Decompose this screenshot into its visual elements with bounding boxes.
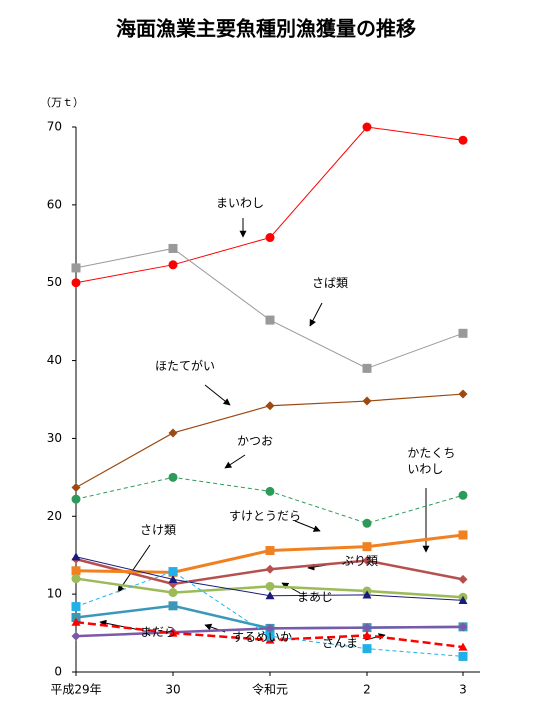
series (71, 243, 468, 373)
y-tick-label: 10 (47, 587, 62, 601)
y-tick-label: 60 (47, 197, 62, 211)
series-label: ぶり類 (341, 554, 379, 568)
point (71, 278, 81, 288)
point (168, 601, 178, 611)
point (168, 260, 178, 270)
point (168, 588, 178, 598)
point (362, 623, 372, 633)
point (362, 630, 372, 640)
point (168, 567, 178, 577)
y-tick-label: 70 (47, 120, 62, 134)
chart-title: 海面漁業主要魚種別漁獲量の推移 (116, 17, 416, 41)
series-label: まいわし (215, 196, 265, 210)
point (71, 494, 81, 504)
series (71, 552, 468, 604)
point (168, 574, 178, 583)
series-line (75, 126, 464, 284)
point (168, 628, 178, 637)
series-label: ほたてがい (154, 359, 216, 373)
point (265, 486, 275, 496)
point (458, 530, 468, 540)
y-tick-label: 40 (47, 353, 62, 367)
point (458, 490, 468, 500)
series-line (75, 247, 464, 369)
series-label: すけとうだら (228, 509, 302, 523)
point (362, 644, 372, 654)
series-label: さんま (321, 636, 359, 650)
series (71, 567, 468, 661)
y-axis-label: （万ｔ） (40, 96, 84, 109)
point (265, 581, 275, 591)
series-label: かたくちいわし (407, 446, 456, 476)
point (458, 622, 468, 632)
series-label: さば類 (311, 276, 349, 290)
point (362, 590, 372, 599)
point (458, 574, 468, 584)
point (458, 595, 468, 604)
point (362, 556, 372, 566)
point (265, 315, 275, 325)
x-tick-label: 令和元 (252, 682, 288, 697)
point (362, 518, 372, 528)
point (458, 389, 468, 399)
point (265, 591, 275, 600)
point (362, 122, 372, 132)
point (362, 542, 372, 552)
point (71, 631, 81, 641)
series-label: まだら (139, 625, 177, 639)
point (265, 631, 275, 641)
point (168, 243, 178, 253)
y-tick-label: 30 (47, 431, 62, 445)
series-label: するめいか (231, 630, 293, 644)
point (265, 401, 275, 411)
point (168, 472, 178, 482)
point (458, 328, 468, 338)
series-label: まあじ (296, 590, 334, 604)
x-tick-label: 平成29年 (50, 683, 101, 697)
point (265, 546, 275, 556)
series-label: かつお (236, 434, 274, 448)
point (265, 623, 275, 633)
point (362, 363, 372, 373)
point (71, 482, 81, 492)
point (71, 263, 81, 273)
point (71, 574, 81, 584)
y-tick-label: 0 (54, 665, 62, 679)
point (71, 613, 81, 622)
series (71, 472, 468, 528)
series (71, 122, 468, 288)
point (458, 651, 468, 661)
point (458, 135, 468, 145)
point (265, 564, 275, 574)
y-tick-label: 20 (47, 509, 62, 523)
point (362, 396, 372, 406)
x-tick-label: 2 (363, 683, 371, 697)
x-tick-label: 30 (165, 683, 180, 697)
series (71, 622, 468, 641)
y-tick-label: 50 (47, 275, 62, 289)
point (265, 233, 275, 243)
point (458, 642, 468, 651)
x-tick-label: 3 (459, 683, 467, 697)
point (71, 552, 81, 561)
series (71, 389, 468, 492)
point (71, 566, 81, 576)
point (71, 602, 81, 612)
series-label: さけ類 (139, 523, 177, 537)
point (71, 617, 81, 626)
point (168, 428, 178, 438)
